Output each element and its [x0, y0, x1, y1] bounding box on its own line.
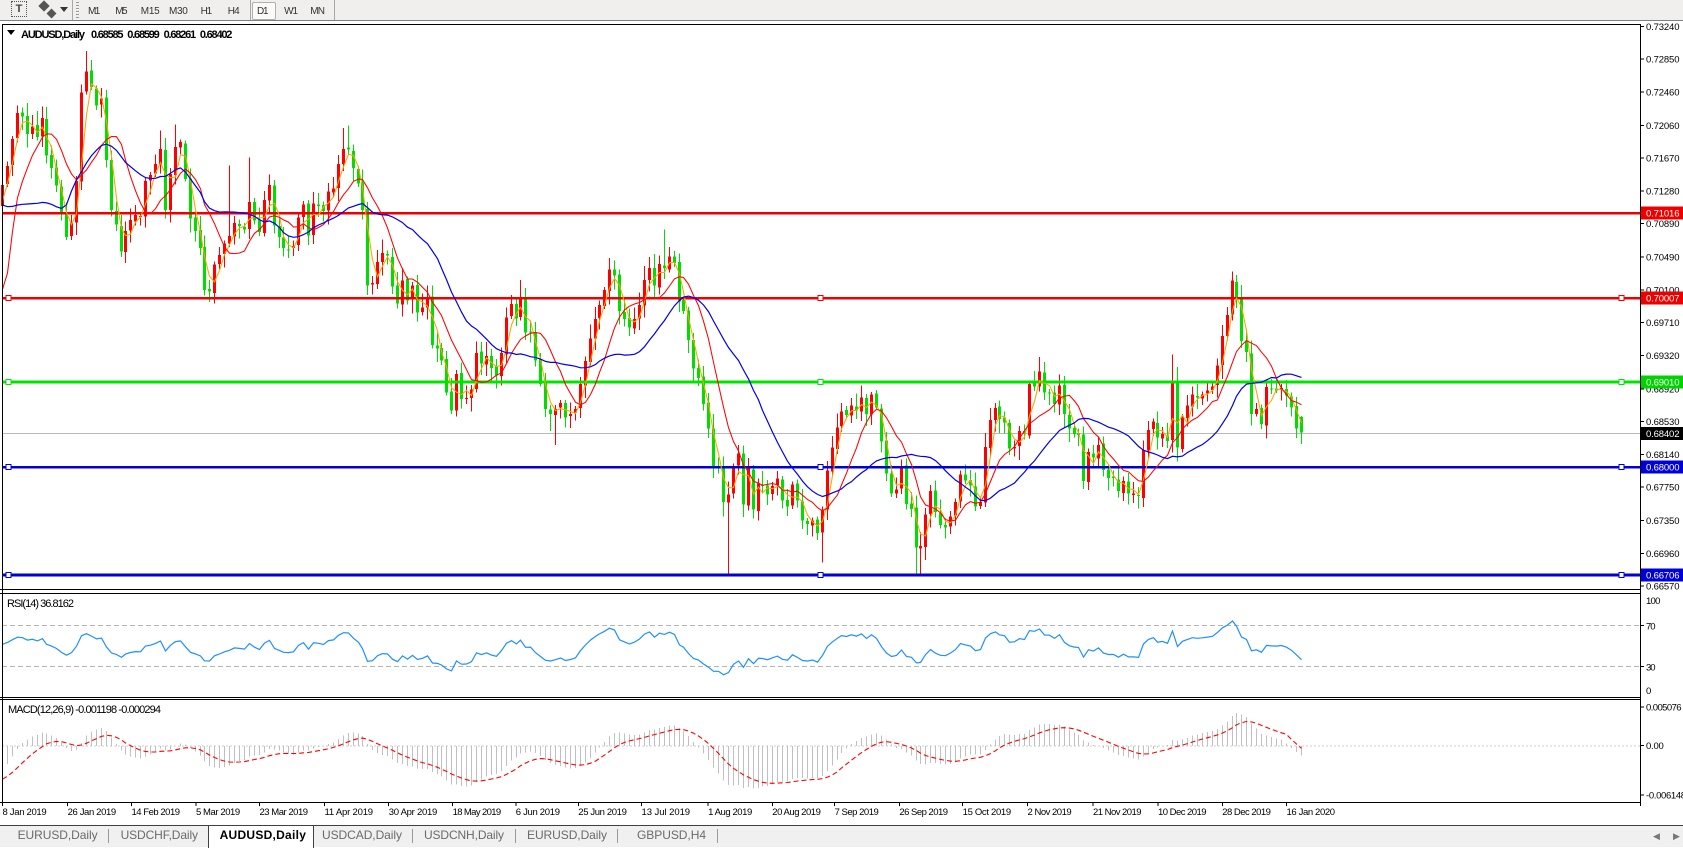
svg-text:EURUSD,Daily: EURUSD,Daily — [18, 828, 98, 842]
svg-text:18 May 2019: 18 May 2019 — [453, 807, 502, 818]
svg-text:H4: H4 — [228, 6, 240, 17]
svg-text:0.72850: 0.72850 — [1646, 55, 1680, 66]
svg-text:0.70490: 0.70490 — [1646, 253, 1680, 264]
svg-text:30 Apr 2019: 30 Apr 2019 — [389, 807, 438, 818]
svg-text:7 Sep 2019: 7 Sep 2019 — [835, 807, 879, 818]
svg-text:0.71280: 0.71280 — [1646, 186, 1680, 197]
svg-text:25 Jun 2019: 25 Jun 2019 — [578, 807, 627, 818]
svg-text:0.68599: 0.68599 — [127, 29, 160, 41]
svg-text:0.70890: 0.70890 — [1646, 219, 1680, 230]
svg-text:0.73240: 0.73240 — [1646, 22, 1680, 33]
svg-text:0.69010: 0.69010 — [1646, 378, 1680, 389]
svg-text:15 Oct 2019: 15 Oct 2019 — [963, 807, 1012, 818]
svg-text:0.71670: 0.71670 — [1646, 154, 1680, 165]
svg-text:16 Jan 2020: 16 Jan 2020 — [1287, 807, 1336, 818]
svg-text:13 Jul 2019: 13 Jul 2019 — [642, 807, 691, 818]
svg-text:M1: M1 — [88, 6, 101, 17]
svg-text:28 Dec 2019: 28 Dec 2019 — [1222, 807, 1271, 818]
svg-text:0.66960: 0.66960 — [1646, 549, 1680, 560]
svg-text:0.72060: 0.72060 — [1646, 121, 1680, 132]
svg-text:0.68585: 0.68585 — [91, 29, 124, 41]
svg-text:70: 70 — [1646, 622, 1656, 633]
svg-text:1 Aug 2019: 1 Aug 2019 — [708, 807, 752, 818]
svg-text:0.70007: 0.70007 — [1646, 294, 1680, 305]
svg-text:26 Jan 2019: 26 Jan 2019 — [68, 807, 117, 818]
svg-text:10 Dec 2019: 10 Dec 2019 — [1158, 807, 1207, 818]
svg-text:USDCHF,Daily: USDCHF,Daily — [121, 828, 198, 842]
svg-text:0.68000: 0.68000 — [1646, 463, 1680, 474]
svg-text:M5: M5 — [115, 6, 128, 17]
svg-text:0.72460: 0.72460 — [1646, 87, 1680, 98]
svg-text:0.68261: 0.68261 — [164, 29, 197, 41]
svg-text:0.67350: 0.67350 — [1646, 516, 1680, 527]
svg-text:EURUSD,Daily: EURUSD,Daily — [527, 828, 607, 842]
svg-text:0.67750: 0.67750 — [1646, 483, 1680, 494]
svg-text:0.71016: 0.71016 — [1646, 209, 1680, 220]
svg-text:0.005076: 0.005076 — [1646, 702, 1682, 713]
svg-text:D1: D1 — [257, 6, 269, 17]
svg-text:30: 30 — [1646, 663, 1656, 674]
svg-text:0.70100: 0.70100 — [1646, 285, 1680, 296]
svg-text:8 Jan 2019: 8 Jan 2019 — [3, 807, 47, 818]
svg-text:0.69710: 0.69710 — [1646, 318, 1680, 329]
svg-text:0.68920: 0.68920 — [1646, 384, 1680, 395]
svg-text:0.69320: 0.69320 — [1646, 351, 1680, 362]
svg-text:23 Mar 2019: 23 Mar 2019 — [260, 807, 309, 818]
svg-text:20 Aug 2019: 20 Aug 2019 — [772, 807, 821, 818]
svg-text:MACD(12,26,9) -0.001198 -0.000: MACD(12,26,9) -0.001198 -0.000294 — [8, 704, 161, 716]
svg-text:0.66706: 0.66706 — [1646, 571, 1680, 582]
svg-text:USDCNH,Daily: USDCNH,Daily — [424, 828, 504, 842]
svg-text:5 Mar 2019: 5 Mar 2019 — [196, 807, 240, 818]
svg-text:0: 0 — [1646, 686, 1651, 697]
svg-text:0.68402: 0.68402 — [1646, 429, 1680, 440]
svg-text:11 Apr 2019: 11 Apr 2019 — [325, 807, 374, 818]
svg-text:6 Jun 2019: 6 Jun 2019 — [516, 807, 560, 818]
svg-text:GBPUSD,H4: GBPUSD,H4 — [637, 828, 706, 842]
svg-text:21 Nov 2019: 21 Nov 2019 — [1093, 807, 1142, 818]
svg-text:0.68402: 0.68402 — [200, 29, 233, 41]
svg-text:M15: M15 — [141, 6, 160, 17]
svg-text:RSI(14) 36.8162: RSI(14) 36.8162 — [7, 598, 74, 610]
svg-text:W1: W1 — [284, 6, 298, 17]
svg-text:USDCAD,Daily: USDCAD,Daily — [322, 828, 402, 842]
svg-text:MN: MN — [310, 6, 325, 17]
svg-text:100: 100 — [1646, 596, 1660, 607]
svg-text:0.68530: 0.68530 — [1646, 417, 1680, 428]
svg-text:26 Sep 2019: 26 Sep 2019 — [899, 807, 948, 818]
svg-text:14 Feb 2019: 14 Feb 2019 — [132, 807, 181, 818]
svg-text:AUDUSD,Daily: AUDUSD,Daily — [220, 828, 307, 842]
svg-text:0.66570: 0.66570 — [1646, 582, 1680, 593]
svg-text:M30: M30 — [169, 6, 188, 17]
svg-text:0.68140: 0.68140 — [1646, 450, 1680, 461]
svg-text:H1: H1 — [201, 6, 213, 17]
svg-text:0.00: 0.00 — [1646, 741, 1664, 752]
svg-text:2 Nov 2019: 2 Nov 2019 — [1028, 807, 1072, 818]
svg-text:AUDUSD,Daily: AUDUSD,Daily — [21, 29, 86, 41]
